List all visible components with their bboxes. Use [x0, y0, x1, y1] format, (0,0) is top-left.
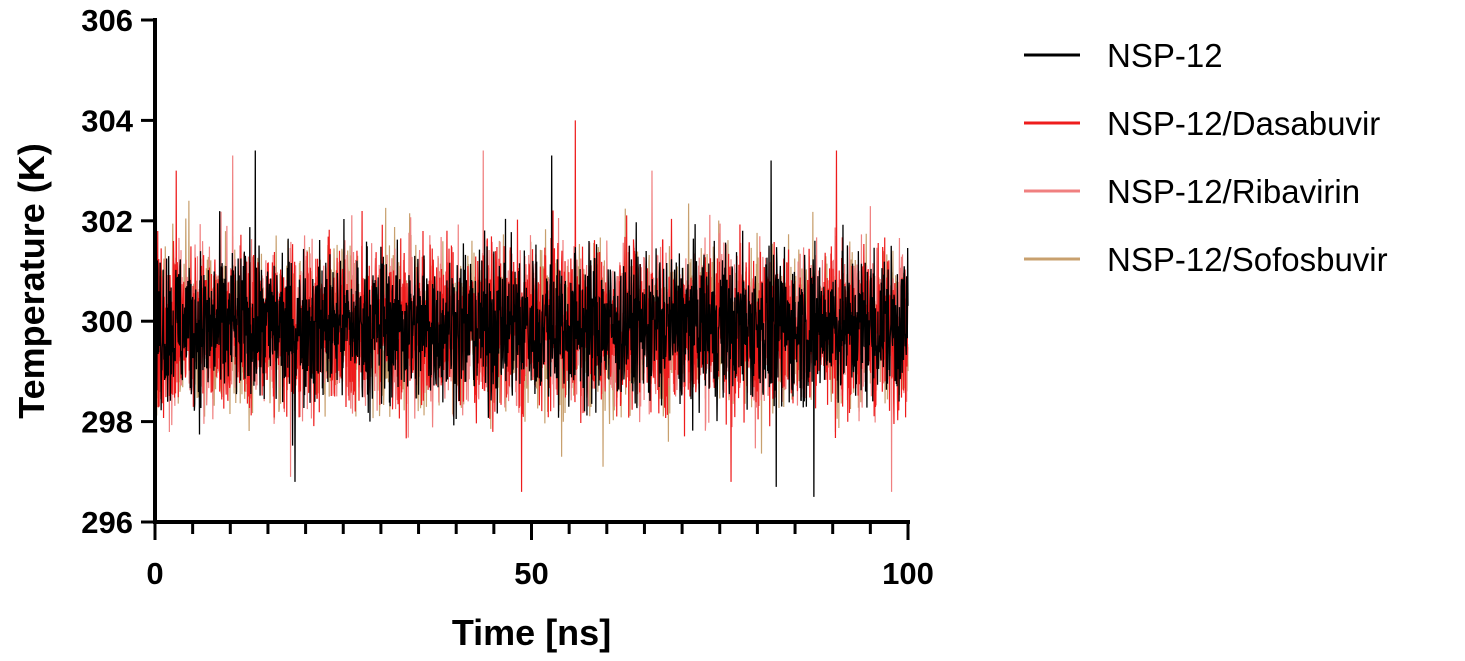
series-layer — [154, 120, 909, 497]
y-tick-label: 302 — [81, 204, 133, 239]
y-axis-title: Temperature (K) — [11, 143, 52, 418]
x-tick-label: 100 — [882, 556, 934, 591]
legend-label: NSP-12 — [1107, 37, 1223, 74]
x-ticks: 0 50 100 — [146, 522, 934, 591]
y-tick-label: 304 — [81, 103, 133, 138]
y-ticks: 296 298 300 302 304 306 — [81, 3, 155, 540]
x-tick-label: 50 — [514, 556, 548, 591]
y-tick-label: 306 — [81, 3, 133, 38]
y-tick-label: 296 — [81, 505, 133, 540]
legend-label: NSP-12/Dasabuvir — [1107, 105, 1380, 142]
legend-label: NSP-12/Ribavirin — [1107, 173, 1360, 210]
series-line-4 — [154, 150, 909, 497]
y-tick-label: 298 — [81, 405, 133, 440]
x-axis-title: Time [ns] — [452, 612, 611, 653]
legend: NSP-12 NSP-12/Dasabuvir NSP-12/Ribavirin NS… — [1024, 37, 1388, 278]
x-tick-label: 0 — [146, 556, 163, 591]
legend-label: NSP-12/Sofosbuvir — [1107, 241, 1388, 278]
y-tick-label: 300 — [81, 304, 133, 339]
